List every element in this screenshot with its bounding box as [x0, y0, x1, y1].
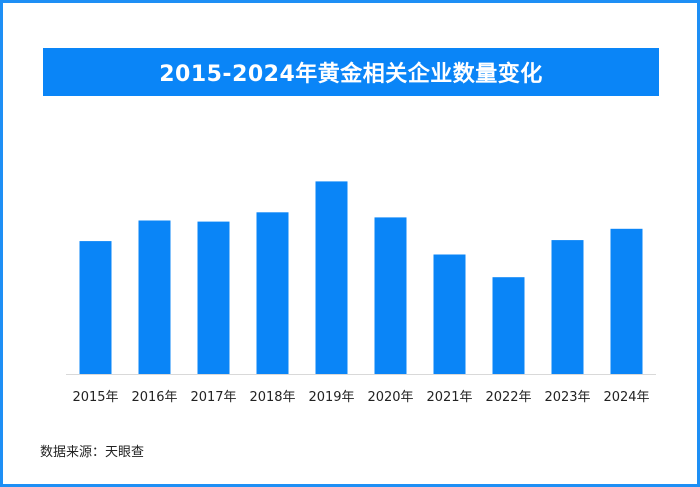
x-tick-label-3: 2018年: [249, 390, 295, 405]
x-tick-label-4: 2019年: [308, 390, 354, 405]
x-tick-label-5: 2020年: [367, 390, 413, 405]
bar-7: [492, 277, 525, 374]
bar-9: [610, 228, 643, 374]
x-tick-label-9: 2024年: [603, 390, 649, 405]
x-tick-label-8: 2023年: [544, 390, 590, 405]
bar-6: [433, 254, 466, 374]
bar-5: [374, 217, 407, 374]
x-tick-label-2: 2017年: [190, 390, 236, 405]
chart-title: 2015-2024年黄金相关企业数量变化: [159, 62, 543, 87]
bar-8: [551, 240, 584, 374]
title-banner: 2015-2024年黄金相关企业数量变化: [43, 48, 659, 96]
x-tick-label-7: 2022年: [485, 390, 531, 405]
x-tick-label-0: 2015年: [72, 390, 118, 405]
x-tick-label-1: 2016年: [131, 390, 177, 405]
bar-chart: 2015年 2016年 2017年 2018年 2019年 2020年 2021年 2022年…: [66, 181, 656, 405]
x-tick-label-6: 2021年: [426, 390, 472, 405]
bar-0: [79, 241, 112, 374]
bar-1: [138, 220, 171, 374]
bar-4: [315, 181, 348, 374]
bar-3: [256, 212, 289, 374]
data-source-note: 数据来源：天眼查: [40, 445, 145, 460]
bar-2: [197, 221, 230, 374]
